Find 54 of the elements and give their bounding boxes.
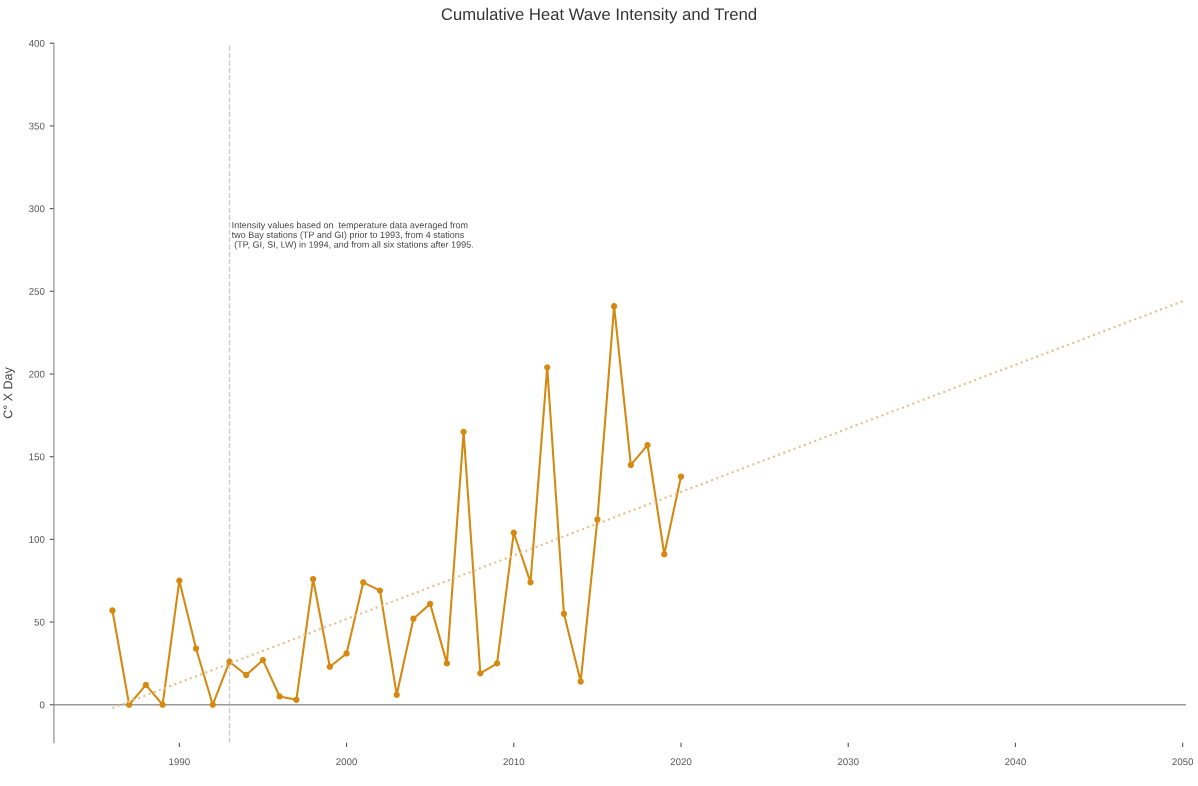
y-tick-label: 200 (29, 370, 45, 378)
point (309, 575, 317, 583)
point (142, 681, 150, 689)
point (627, 461, 634, 469)
point (527, 579, 534, 586)
point (109, 607, 116, 614)
point (560, 610, 568, 617)
point (159, 701, 166, 708)
point (343, 650, 350, 657)
point (410, 615, 417, 622)
y-tick-label: 150 (29, 453, 45, 461)
y-tick-label: 400 (28, 39, 45, 47)
point (644, 441, 651, 449)
point (126, 701, 133, 708)
point (209, 701, 216, 708)
point (661, 551, 668, 558)
point (594, 516, 601, 523)
point (610, 303, 618, 310)
y-tick-label: 50 (34, 618, 45, 626)
x-tick-label: 1990 (169, 758, 190, 766)
point (427, 600, 434, 607)
y-tick-label: 300 (29, 205, 45, 213)
point (293, 696, 300, 703)
point (326, 663, 333, 670)
point (360, 579, 367, 586)
x-tick-label: 2020 (670, 758, 692, 766)
point (192, 645, 200, 652)
point (276, 693, 283, 700)
point (477, 670, 484, 677)
point (510, 529, 517, 536)
y-tick-label: 100 (29, 536, 45, 543)
point (259, 656, 267, 664)
y-tick-label: 250 (29, 288, 45, 295)
annotation: Intensity values based on temperature data averaged from two Bay stations (TP and GI) prior to 1993, from 4 stations (TP, GI, SI, LW) in 1994, and from all six stations after 1995. (231, 221, 473, 250)
x-tick-label: 2010 (503, 758, 525, 766)
point (393, 691, 400, 698)
point (243, 671, 250, 679)
point (176, 577, 183, 584)
x-tick-label: 2040 (1005, 758, 1026, 766)
y-axis-title: C° X Day (3, 367, 15, 419)
point (544, 364, 551, 371)
y-tick-label: 350 (29, 122, 45, 130)
point (443, 660, 451, 667)
x-tick-label: 2050 (1172, 758, 1194, 766)
point (376, 587, 384, 594)
point (577, 678, 584, 685)
point (460, 428, 467, 435)
x-tick-label: 2000 (336, 758, 357, 766)
x-tick-label: 2030 (837, 758, 859, 766)
chart-title: Cumulative Heat Wave Intensity and Trend (441, 7, 757, 24)
point (677, 473, 685, 480)
point (493, 660, 501, 667)
y-tick-label: 0 (39, 701, 45, 709)
point (226, 658, 233, 665)
